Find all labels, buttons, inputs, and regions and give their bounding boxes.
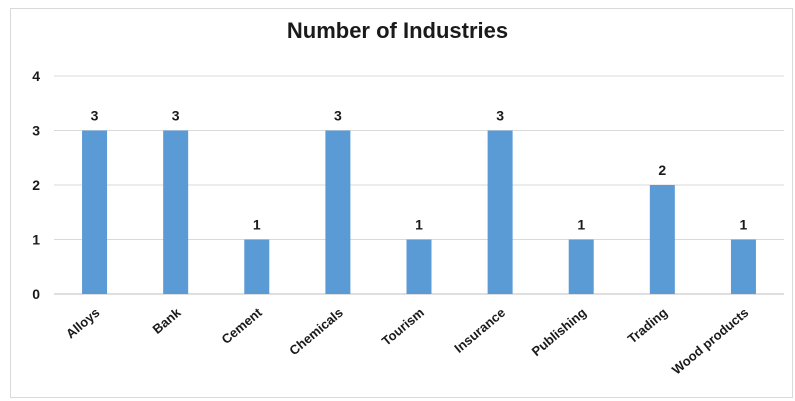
y-tick-label: 0 xyxy=(32,286,40,302)
bar-publishing xyxy=(568,239,594,294)
y-tick-label: 2 xyxy=(32,177,40,193)
data-label: 1 xyxy=(577,217,585,233)
bar-tourism xyxy=(406,239,432,294)
bar-alloys xyxy=(82,130,108,294)
x-tick-label: Publishing xyxy=(529,305,590,359)
bar-bank xyxy=(163,130,189,294)
data-label: 3 xyxy=(496,108,504,124)
x-tick-label: Bank xyxy=(150,304,185,336)
y-tick-label: 3 xyxy=(32,123,40,139)
data-label: 1 xyxy=(253,217,261,233)
x-tick-label: Wood products xyxy=(669,305,751,378)
data-label: 3 xyxy=(172,108,180,124)
x-tick-label: Chemicals xyxy=(286,305,345,358)
data-label: 2 xyxy=(658,162,666,178)
data-label: 1 xyxy=(740,217,748,233)
data-label: 3 xyxy=(91,108,99,124)
bar-cement xyxy=(244,239,270,294)
data-label: 3 xyxy=(334,108,342,124)
bar-insurance xyxy=(487,130,513,294)
x-tick-label: Trading xyxy=(625,305,671,347)
data-label: 1 xyxy=(415,217,423,233)
x-tick-label: Cement xyxy=(219,304,266,347)
x-tick-label: Tourism xyxy=(379,305,427,349)
x-tick-label: Insurance xyxy=(451,305,508,356)
bar-trading xyxy=(649,185,675,294)
y-tick-label: 1 xyxy=(32,232,40,248)
chart-title: Number of Industries xyxy=(286,18,509,43)
x-tick-label: Alloys xyxy=(63,305,103,342)
y-tick-label: 4 xyxy=(32,68,40,84)
bar-wood-products xyxy=(730,239,756,294)
bar-chemicals xyxy=(325,130,351,294)
